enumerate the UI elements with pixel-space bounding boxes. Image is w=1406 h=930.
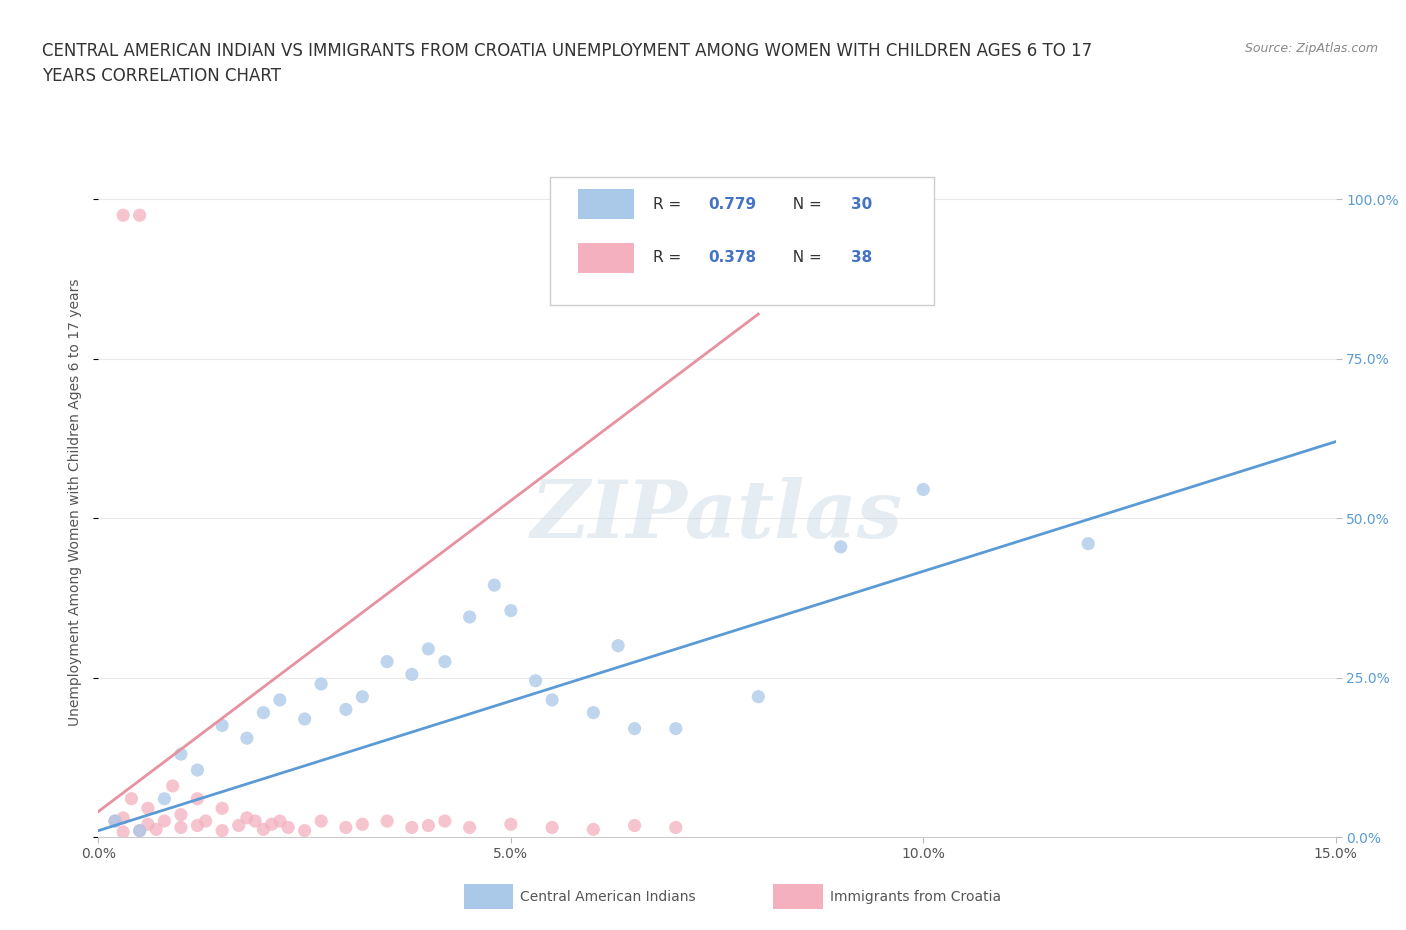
Point (170, 820, 193, 835)
Point (211, 718, 233, 733)
Point (120, 791, 142, 806)
Text: Source: ZipAtlas.com: Source: ZipAtlas.com (1244, 42, 1378, 55)
Text: 0.378: 0.378 (709, 250, 756, 265)
Point (1077, 537, 1099, 551)
Text: 30: 30 (851, 197, 872, 212)
Point (194, 814, 217, 829)
Point (136, 817, 159, 831)
Point (170, 807, 193, 822)
Text: R =: R = (652, 197, 686, 212)
FancyBboxPatch shape (550, 178, 934, 305)
Point (243, 814, 266, 829)
Text: ZIPatlas: ZIPatlas (531, 477, 903, 554)
Point (499, 817, 522, 831)
Point (375, 654, 398, 669)
Point (499, 604, 522, 618)
Point (269, 693, 291, 708)
Point (335, 702, 357, 717)
Bar (578, 190, 634, 219)
Point (401, 820, 423, 835)
Point (582, 822, 605, 837)
Point (607, 638, 630, 653)
Point (252, 705, 274, 720)
Point (458, 609, 481, 624)
Point (309, 676, 332, 691)
Text: YEARS CORRELATION CHART: YEARS CORRELATION CHART (42, 67, 281, 85)
Point (252, 822, 274, 837)
Point (524, 673, 547, 688)
Point (401, 667, 423, 682)
Text: CENTRAL AMERICAN INDIAN VS IMMIGRANTS FROM CROATIA UNEMPLOYMENT AMONG WOMEN WITH: CENTRAL AMERICAN INDIAN VS IMMIGRANTS FR… (42, 42, 1092, 60)
Text: R =: R = (652, 250, 686, 265)
Point (277, 820, 299, 835)
Point (153, 791, 176, 806)
Point (112, 825, 135, 840)
Point (104, 814, 127, 829)
Point (112, 810, 135, 825)
Point (541, 693, 564, 708)
Point (352, 817, 374, 831)
Point (433, 654, 456, 669)
Point (541, 820, 564, 835)
Point (623, 818, 645, 833)
Point (186, 818, 208, 833)
Point (294, 711, 316, 726)
Point (153, 814, 176, 829)
Point (484, 578, 506, 592)
Point (582, 705, 605, 720)
Point (294, 823, 316, 838)
Point (375, 814, 398, 829)
Point (228, 818, 250, 833)
Point (236, 731, 259, 746)
Point (309, 814, 332, 829)
Point (269, 814, 291, 829)
Point (112, 207, 135, 222)
Point (260, 817, 283, 831)
Point (912, 482, 935, 497)
Point (665, 820, 688, 835)
Point (211, 801, 233, 816)
Point (145, 822, 167, 837)
Point (830, 539, 852, 554)
Point (623, 721, 645, 736)
Y-axis label: Unemployment Among Women with Children Ages 6 to 17 years: Unemployment Among Women with Children A… (67, 278, 82, 726)
Point (433, 814, 456, 829)
Point (104, 814, 127, 829)
Point (418, 642, 440, 657)
Point (458, 820, 481, 835)
Text: Immigrants from Croatia: Immigrants from Croatia (830, 889, 1001, 904)
Point (186, 791, 208, 806)
Point (186, 763, 208, 777)
Point (128, 823, 150, 838)
Point (128, 823, 150, 838)
Point (665, 721, 688, 736)
Point (418, 818, 440, 833)
Point (136, 801, 159, 816)
Text: 0.779: 0.779 (709, 197, 756, 212)
Point (747, 689, 769, 704)
Bar (578, 243, 634, 272)
Point (211, 823, 233, 838)
Text: N =: N = (783, 197, 827, 212)
Point (335, 820, 357, 835)
Point (162, 778, 184, 793)
Point (170, 747, 193, 762)
Text: 38: 38 (851, 250, 872, 265)
Point (236, 810, 259, 825)
Point (352, 689, 374, 704)
Point (128, 207, 150, 222)
Text: N =: N = (783, 250, 827, 265)
Text: Central American Indians: Central American Indians (520, 889, 696, 904)
